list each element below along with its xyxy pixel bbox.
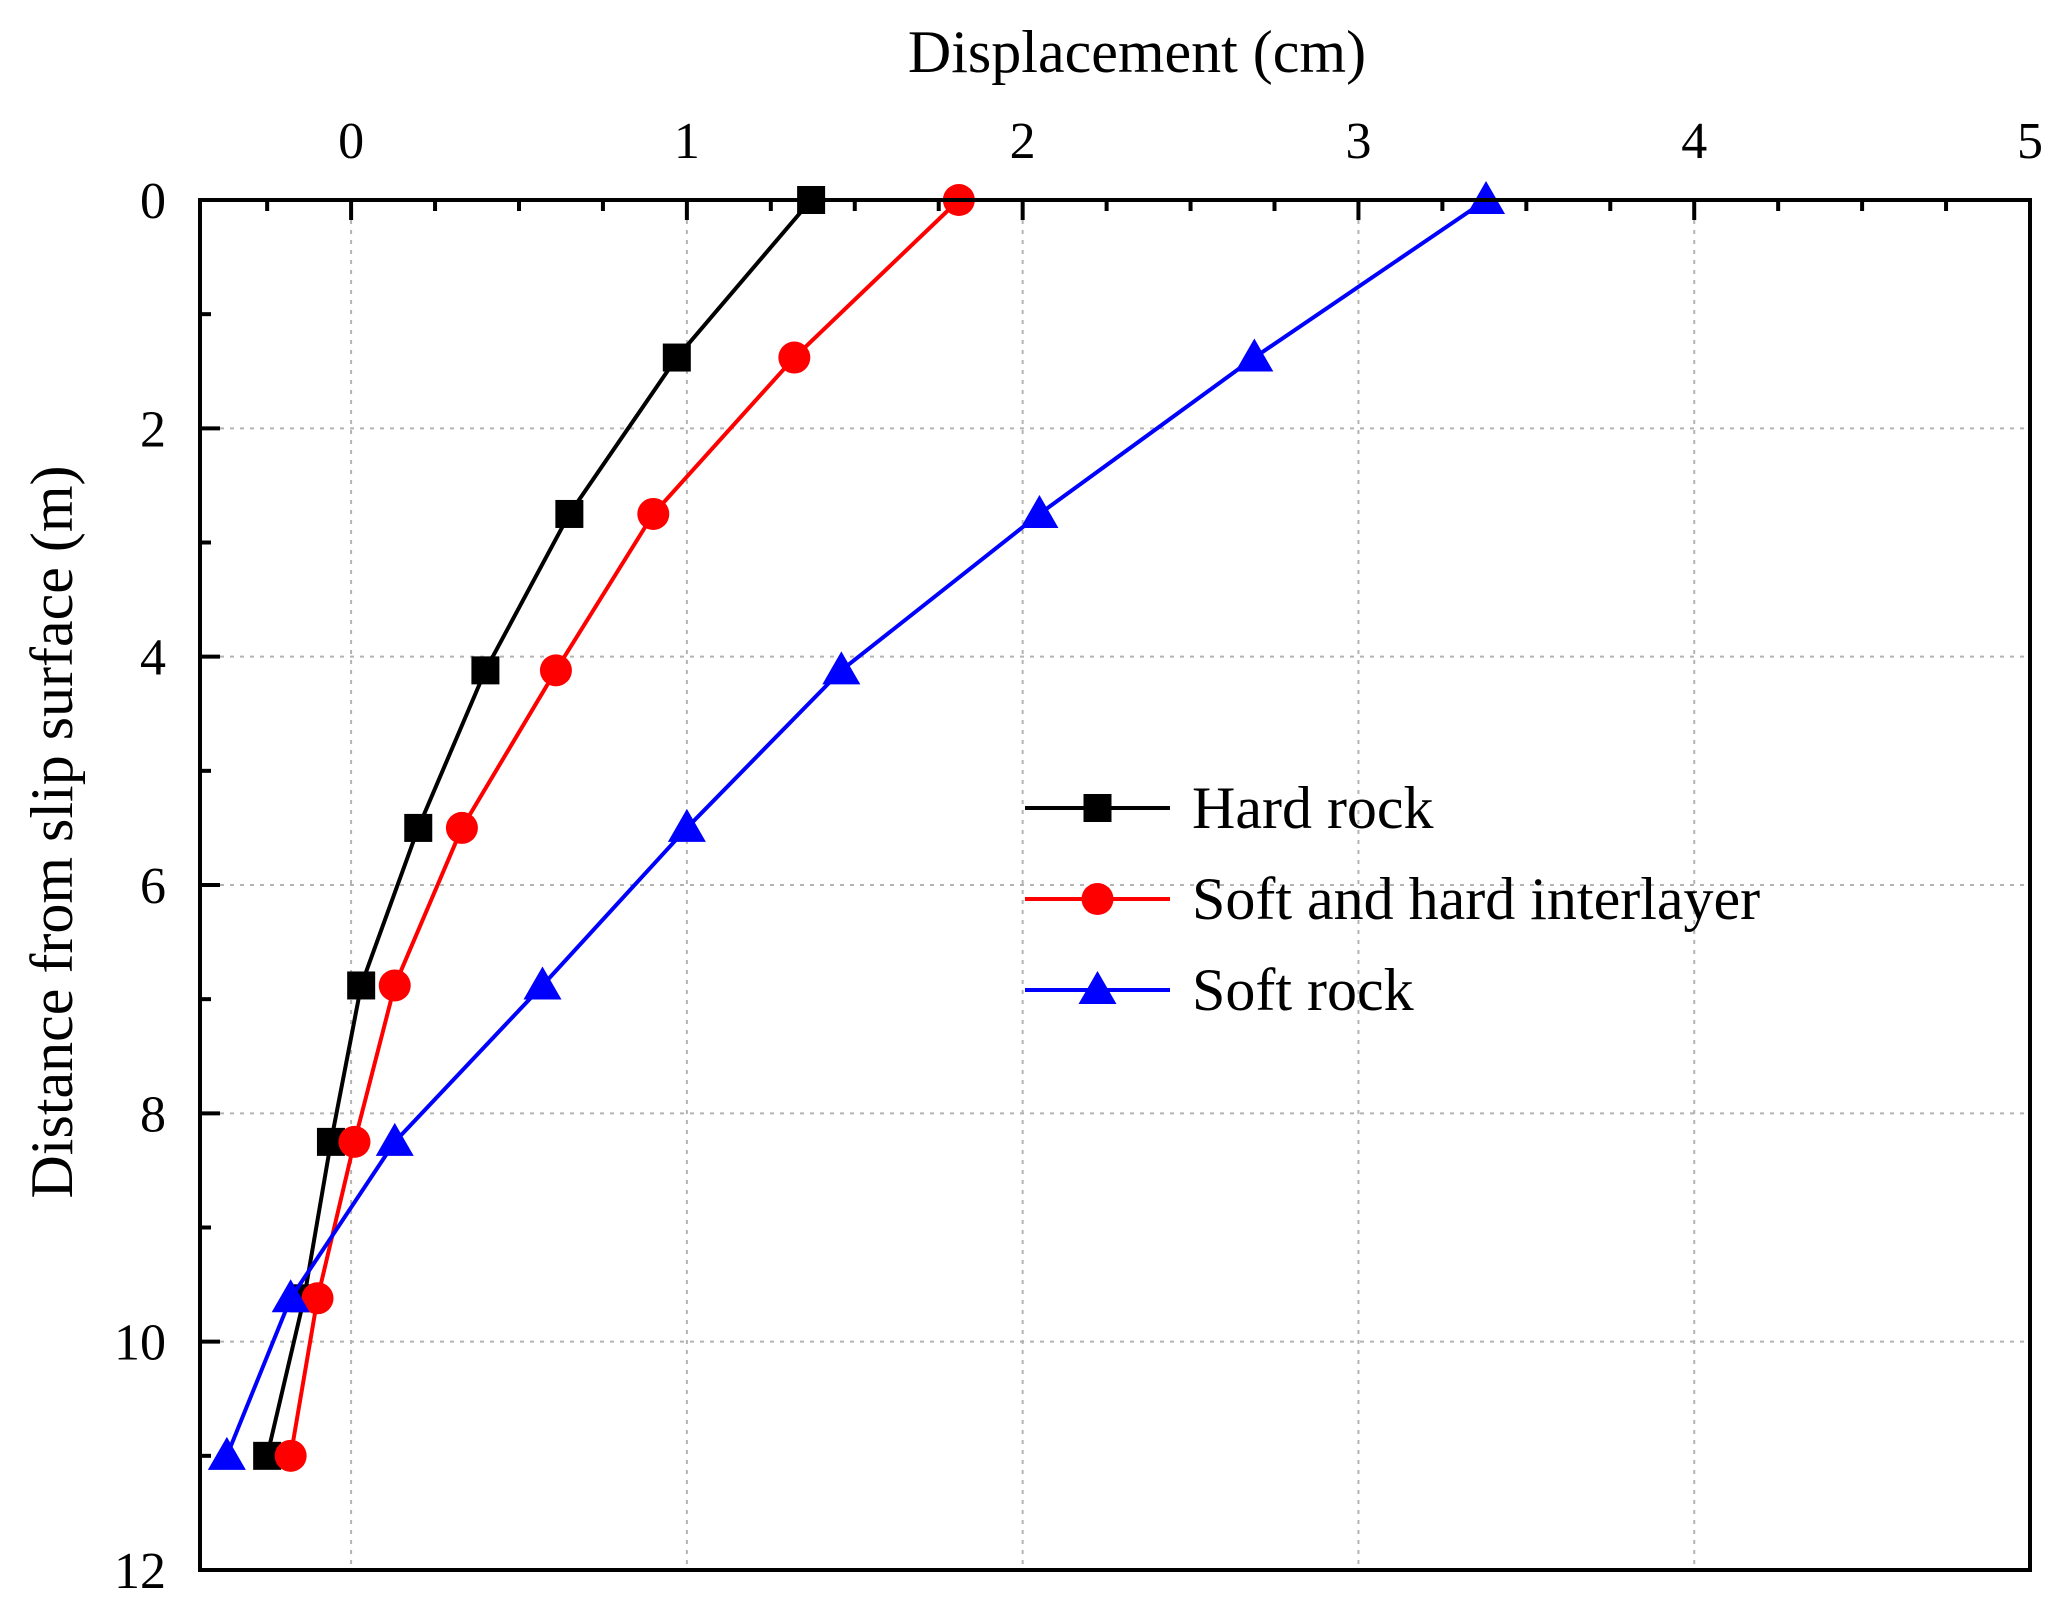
- x-tick-label: 1: [674, 113, 700, 170]
- data-point: [555, 499, 584, 528]
- data-point: [667, 808, 706, 842]
- data-point: [1020, 494, 1059, 528]
- data-point: [404, 813, 433, 842]
- grid-lines: [200, 200, 2030, 1570]
- data-point: [539, 654, 572, 687]
- y-tick-label: 2: [140, 401, 166, 458]
- data-point: [274, 1439, 307, 1472]
- x-axis-title: Displacement (cm): [908, 19, 1366, 85]
- x-tick-label: 2: [1010, 113, 1036, 170]
- legend-item-hard-rock: Hard rock: [1025, 775, 1434, 841]
- data-point: [662, 343, 691, 372]
- y-tick-label: 10: [114, 1315, 166, 1372]
- data-point: [637, 497, 670, 530]
- legend-label: Soft and hard interlayer: [1192, 866, 1760, 932]
- y-axis-title: Distance from slip surface (m): [19, 465, 85, 1198]
- data-point: [378, 969, 411, 1002]
- series-line: [288, 198, 961, 1457]
- legend-item-soft-rock: Soft rock: [1025, 957, 1414, 1023]
- data-point: [445, 811, 478, 844]
- data-point: [1235, 338, 1274, 372]
- data-point: [523, 966, 562, 1000]
- series-hard-rock: [253, 186, 826, 1470]
- legend-marker: [1081, 883, 1114, 915]
- data-point: [207, 1436, 246, 1470]
- data-point: [822, 651, 861, 685]
- data-point: [375, 1122, 414, 1156]
- series-soft-rock: [207, 181, 1506, 1470]
- x-tick-label: 0: [338, 113, 364, 170]
- legend-label: Soft rock: [1192, 957, 1414, 1023]
- x-tick-label: 5: [2017, 113, 2043, 170]
- series-line: [265, 198, 813, 1457]
- plot-series: [207, 181, 1506, 1472]
- x-tick-label: 3: [1345, 113, 1371, 170]
- legend-marker: [1083, 794, 1112, 822]
- legend-marker: [1078, 971, 1117, 1004]
- data-point: [471, 656, 500, 685]
- y-tick-label: 0: [140, 173, 166, 230]
- data-point: [301, 1282, 334, 1315]
- data-point: [271, 1279, 310, 1313]
- y-tick-label: 12: [114, 1543, 166, 1597]
- series-soft-and-hard-interlayer: [274, 184, 975, 1472]
- data-point: [338, 1125, 371, 1158]
- x-tick-label: 4: [1681, 113, 1707, 170]
- data-point: [778, 341, 811, 374]
- y-tick-label: 4: [140, 630, 166, 687]
- y-tick-label: 6: [140, 858, 166, 915]
- data-point: [1467, 181, 1506, 214]
- legend: Hard rock Soft and hard interlayer Soft ro…: [1025, 775, 1760, 1023]
- data-point: [347, 971, 376, 1000]
- legend-item-soft-and-hard-interlayer: Soft and hard interlayer: [1025, 866, 1760, 932]
- legend-label: Hard rock: [1192, 775, 1434, 841]
- y-tick-label: 8: [140, 1086, 166, 1143]
